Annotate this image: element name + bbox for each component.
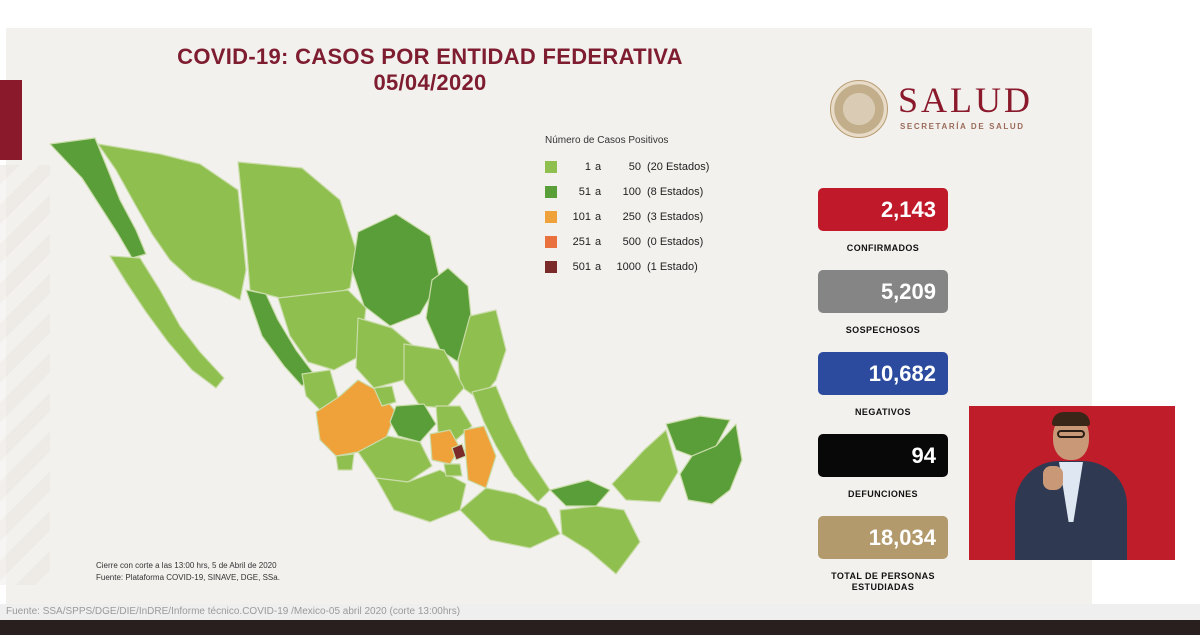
legend-item: 251 a 500 (0 Estados) xyxy=(545,229,765,254)
footnote: Cierre con corte a las 13:00 hrs, 5 de A… xyxy=(96,560,280,584)
state-campeche xyxy=(611,429,679,503)
legend-item: 51 a 100 (8 Estados) xyxy=(545,179,765,204)
legend-min: 251 xyxy=(572,235,591,248)
state-jalisco xyxy=(315,379,397,457)
legend-swatch xyxy=(545,210,557,223)
left-decorative-pattern xyxy=(0,165,50,585)
stat-value-box: 94 xyxy=(818,434,948,477)
legend-swatch xyxy=(545,160,557,173)
stat-label: DEFUNCIONES xyxy=(848,489,918,499)
legend-swatch xyxy=(545,185,557,198)
state-aguascalientes xyxy=(373,385,397,407)
sign-language-interpreter-video xyxy=(969,406,1175,560)
legend: Número de Casos Positivos 1 a 50 (20 Est… xyxy=(545,135,765,279)
stat-defunciones: 94 DEFUNCIONES xyxy=(818,434,948,516)
legend-a: a xyxy=(594,210,602,223)
state-colima xyxy=(335,453,355,471)
legend-states: (0 Estados) xyxy=(647,235,704,248)
legend-states: (8 Estados) xyxy=(647,185,704,198)
interpreter-hand xyxy=(1043,466,1063,490)
interpreter-hair xyxy=(1052,412,1090,426)
state-coahuila xyxy=(351,213,441,327)
state-veracruz xyxy=(471,385,551,503)
stat-label: CONFIRMADOS xyxy=(846,243,920,253)
legend-items: 1 a 50 (20 Estados) 51 a 100 (8 Estados)… xyxy=(545,154,765,279)
stat-value-box: 5,209 xyxy=(818,270,948,313)
stat-label: NEGATIVOS xyxy=(855,407,911,417)
legend-min: 501 xyxy=(572,260,591,273)
stats-panel: 2,143 CONFIRMADOS 5,209 SOSPECHOSOS 10,6… xyxy=(818,188,948,598)
title-date: 05/04/2020 xyxy=(373,70,487,95)
bottom-bar xyxy=(0,620,1200,635)
state-chiapas xyxy=(559,505,641,575)
legend-states: (3 Estados) xyxy=(647,210,704,223)
stat-total-estudiadas: 18,034 TOTAL DE PERSONAS ESTUDIADAS xyxy=(818,516,948,598)
legend-a: a xyxy=(594,260,602,273)
title-line-1: COVID-19: CASOS POR ENTIDAD FEDERATIVA xyxy=(177,44,683,69)
legend-a: a xyxy=(594,160,602,173)
logo-brand: SALUD xyxy=(898,80,1034,120)
legend-item: 501 a 1000 (1 Estado) xyxy=(545,254,765,279)
state-tabasco xyxy=(549,479,611,507)
state-guanajuato xyxy=(389,403,437,443)
legend-a: a xyxy=(594,235,602,248)
state-durango xyxy=(277,289,367,371)
state-baja-california-sur xyxy=(109,255,225,389)
mexico-map xyxy=(49,137,743,575)
legend-max: 50 xyxy=(628,160,641,173)
legend-max: 250 xyxy=(622,210,641,223)
stat-value-box: 18,034 xyxy=(818,516,948,559)
stat-value-box: 10,682 xyxy=(818,352,948,395)
state-baja-california xyxy=(49,137,147,259)
legend-max: 1000 xyxy=(616,260,641,273)
stat-sospechosos: 5,209 SOSPECHOSOS xyxy=(818,270,948,352)
footnote-source: Fuente: Plataforma COVID-19, SINAVE, DGE… xyxy=(96,573,280,582)
legend-min: 51 xyxy=(578,185,591,198)
legend-max: 500 xyxy=(622,235,641,248)
legend-swatch xyxy=(545,260,557,273)
page-title: COVID-19: CASOS POR ENTIDAD FEDERATIVA 0… xyxy=(120,44,740,96)
logo-subtitle: SECRETARÍA DE SALUD xyxy=(900,122,1025,131)
legend-states: (1 Estado) xyxy=(647,260,698,273)
legend-swatch xyxy=(545,235,557,248)
state-oaxaca xyxy=(459,487,561,549)
legend-max: 100 xyxy=(622,185,641,198)
stat-negativos: 10,682 NEGATIVOS xyxy=(818,352,948,434)
state-quintana-roo xyxy=(679,423,743,505)
source-bar: Fuente: SSA/SPPS/DGE/DIE/InDRE/Informe t… xyxy=(0,604,1200,620)
stat-label: SOSPECHOSOS xyxy=(845,325,921,335)
interpreter-glasses-icon xyxy=(1057,430,1085,438)
legend-item: 1 a 50 (20 Estados) xyxy=(545,154,765,179)
legend-title: Número de Casos Positivos xyxy=(545,135,669,146)
left-accent-tab xyxy=(0,80,22,160)
legend-min: 101 xyxy=(572,210,591,223)
legend-states: (20 Estados) xyxy=(647,160,710,173)
state-sonora xyxy=(97,143,247,301)
legend-item: 101 a 250 (3 Estados) xyxy=(545,204,765,229)
state-chihuahua xyxy=(237,161,357,301)
legend-a: a xyxy=(594,185,602,198)
state-morelos xyxy=(443,463,463,477)
stat-value-box: 2,143 xyxy=(818,188,948,231)
salud-logo: SALUD SECRETARÍA DE SALUD xyxy=(830,80,1050,142)
coat-of-arms-icon xyxy=(830,80,888,138)
stat-label: TOTAL DE PERSONAS ESTUDIADAS xyxy=(831,571,935,592)
legend-min: 1 xyxy=(584,160,591,173)
stat-confirmados: 2,143 CONFIRMADOS xyxy=(818,188,948,270)
footnote-cutoff: Cierre con corte a las 13:00 hrs, 5 de A… xyxy=(96,561,277,570)
state-guerrero xyxy=(375,469,467,523)
